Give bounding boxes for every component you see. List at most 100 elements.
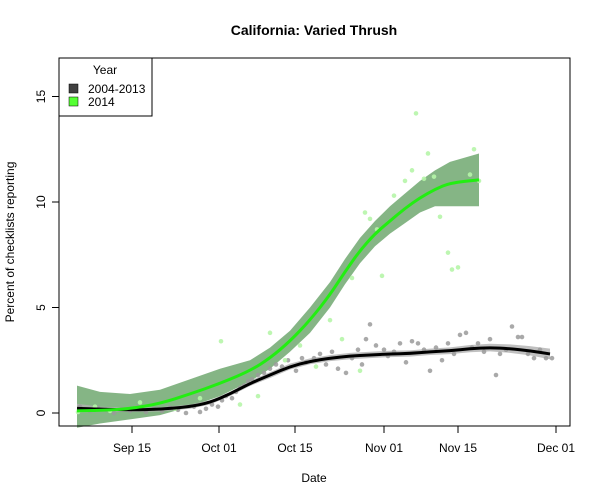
y-axis: 0 5 10 15: [34, 90, 59, 416]
data-point-2014: [431, 174, 437, 179]
data-point-2004-2013: [397, 341, 403, 346]
trend-line-2014: [76, 178, 480, 413]
data-point-2014: [425, 151, 431, 156]
legend-label-2014: 2014: [88, 95, 115, 109]
data-point-2004-2013: [229, 395, 235, 401]
data-point-2014: [379, 273, 385, 279]
data-point-2004-2013: [335, 366, 341, 371]
data-point-2004-2013: [487, 336, 493, 342]
data-point-2004-2013: [355, 347, 361, 353]
legend: Year 2004-2013 2014: [58, 57, 153, 117]
x-axis: Sep 15 Oct 01 Oct 15 Nov 01 Nov 15 Dec 01: [113, 426, 575, 455]
data-point-2014: [297, 343, 303, 348]
data-point-2004-2013: [497, 351, 503, 357]
data-point-2004-2013: [531, 355, 537, 361]
data-point-2014: [391, 193, 397, 198]
data-point-2004-2013: [463, 330, 469, 336]
legend-label-2004-2013: 2004-2013: [88, 82, 146, 96]
data-point-2014: [455, 265, 461, 270]
x-tick-label: Sep 15: [113, 441, 151, 455]
data-point-2014: [367, 216, 373, 222]
data-point-2004-2013: [439, 357, 445, 363]
data-point-2004-2013: [299, 355, 305, 361]
x-tick-label: Dec 01: [537, 441, 575, 455]
data-point-2004-2013: [267, 366, 273, 371]
plot-area: [75, 111, 555, 428]
data-point-2004-2013: [415, 341, 421, 346]
data-point-2004-2013: [433, 345, 439, 350]
x-tick-label: Oct 15: [277, 441, 313, 455]
data-point-2014: [137, 400, 143, 405]
data-point-2014: [197, 395, 203, 401]
data-point-2004-2013: [457, 332, 463, 338]
data-point-2004-2013: [111, 410, 117, 416]
data-point-2014: [413, 111, 419, 116]
data-point-2014: [357, 368, 363, 374]
data-point-2014: [409, 168, 415, 173]
data-point-2014: [218, 338, 224, 344]
data-point-2004-2013: [317, 351, 323, 357]
data-point-2004-2013: [249, 376, 255, 382]
data-point-2004-2013: [409, 338, 415, 344]
legend-swatch-2014: [68, 96, 79, 107]
data-point-2004-2013: [261, 370, 267, 376]
data-point-2004-2013: [273, 362, 279, 367]
data-point-2014: [327, 317, 333, 323]
data-point-2014: [237, 402, 243, 407]
data-point-2004-2013: [519, 334, 525, 340]
data-point-2004-2013: [359, 362, 365, 367]
data-point-2004-2013: [509, 324, 515, 329]
ci-band-2004-2013: [77, 343, 550, 413]
data-point-2014: [349, 275, 355, 281]
legend-swatch-2004-2013: [68, 83, 79, 94]
data-point-2004-2013: [183, 410, 189, 416]
data-point-2014: [255, 393, 261, 399]
ci-band-2014: [77, 153, 479, 428]
data-point-2004-2013: [475, 341, 481, 346]
data-point-2004-2013: [515, 334, 521, 340]
x-axis-label: Date: [301, 471, 327, 485]
data-point-2004-2013: [525, 351, 531, 357]
data-point-2014: [421, 176, 427, 182]
data-point-2004-2013: [363, 336, 369, 342]
data-point-2004-2013: [427, 368, 433, 374]
data-point-2004-2013: [373, 343, 379, 348]
legend-title: Year: [93, 63, 117, 77]
data-point-2004-2013: [343, 370, 349, 376]
data-point-2004-2013: [549, 355, 555, 361]
data-point-2004-2013: [543, 355, 549, 361]
data-point-2014: [362, 210, 368, 215]
trend-line-2004-2013: [76, 346, 551, 412]
x-tick-label: Oct 01: [201, 441, 237, 455]
data-point-2004-2013: [481, 349, 487, 355]
data-point-2014: [313, 364, 319, 369]
data-point-2004-2013: [255, 372, 261, 378]
data-point-2004-2013: [493, 372, 499, 378]
chart-title: California: Varied Thrush: [231, 22, 397, 38]
y-axis-label: Percent of checklists reporting: [3, 162, 17, 323]
y-tick-label: 0: [34, 409, 48, 416]
data-point-2004-2013: [209, 402, 215, 407]
data-point-2014: [449, 267, 455, 272]
data-point-2014: [437, 214, 443, 220]
data-point-2004-2013: [197, 409, 203, 415]
data-point-2004-2013: [329, 349, 335, 355]
data-point-2004-2013: [403, 360, 409, 365]
data-point-2004-2013: [293, 368, 299, 374]
data-point-2004-2013: [323, 362, 329, 367]
data-point-2014: [471, 146, 477, 152]
data-point-2004-2013: [203, 406, 209, 412]
y-tick-label: 10: [34, 195, 48, 209]
x-tick-label: Nov 01: [365, 441, 403, 455]
data-point-2004-2013: [451, 351, 457, 357]
data-point-2004-2013: [445, 341, 451, 346]
x-tick-label: Nov 15: [439, 441, 477, 455]
plot-frame: [58, 57, 571, 427]
y-tick-label: 15: [34, 90, 48, 104]
data-point-2014: [267, 330, 273, 336]
data-point-2014: [402, 178, 408, 184]
data-point-2004-2013: [381, 347, 387, 353]
data-point-2004-2013: [215, 404, 221, 409]
data-point-2004-2013: [367, 322, 373, 327]
